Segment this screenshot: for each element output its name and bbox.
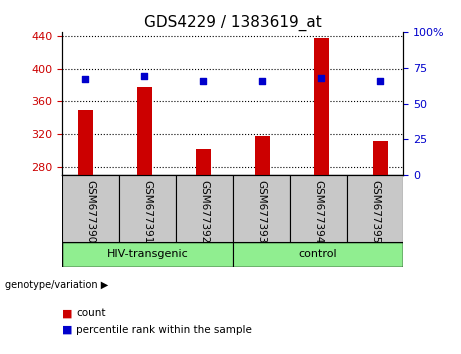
Bar [62, 175, 119, 242]
Text: genotype/variation ▶: genotype/variation ▶ [5, 280, 108, 290]
Point [377, 78, 384, 84]
Point [318, 75, 325, 81]
Point [82, 76, 89, 82]
Text: ■: ■ [62, 325, 73, 335]
Point [259, 78, 266, 84]
Text: percentile rank within the sample: percentile rank within the sample [76, 325, 252, 335]
Text: GSM677395: GSM677395 [370, 181, 380, 244]
Bar [314, 38, 329, 175]
Point [200, 78, 207, 84]
Text: GSM677393: GSM677393 [256, 181, 266, 244]
Text: ■: ■ [62, 308, 73, 318]
Bar [373, 141, 388, 175]
Bar [62, 242, 233, 267]
Bar [290, 175, 347, 242]
Bar [233, 242, 403, 267]
Text: control: control [299, 250, 337, 259]
Text: count: count [76, 308, 106, 318]
Bar [255, 136, 270, 175]
Bar [176, 175, 233, 242]
Bar [196, 149, 211, 175]
Text: GSM677394: GSM677394 [313, 181, 323, 244]
Bar [233, 175, 290, 242]
Bar [78, 110, 93, 175]
Title: GDS4229 / 1383619_at: GDS4229 / 1383619_at [144, 14, 322, 30]
Bar [119, 175, 176, 242]
Point [141, 73, 148, 79]
Bar [137, 87, 152, 175]
Text: GSM677392: GSM677392 [199, 181, 209, 244]
Text: GSM677390: GSM677390 [86, 181, 96, 244]
Text: HIV-transgenic: HIV-transgenic [106, 250, 189, 259]
Bar [347, 175, 403, 242]
Text: GSM677391: GSM677391 [142, 181, 153, 244]
